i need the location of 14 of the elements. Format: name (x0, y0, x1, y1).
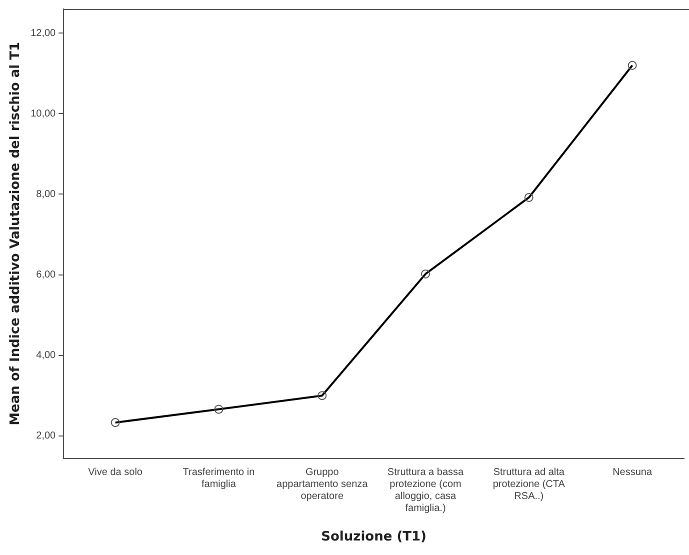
y-tick-label: 2,00 (36, 430, 56, 442)
y-tick-label: 4,00 (36, 350, 56, 362)
y-tick-label: 12,00 (30, 28, 56, 39)
x-tick-label: Struttura a bassa protezione (com alloggio, casa famiglia.) (387, 467, 464, 514)
x-axis-title: Soluzione (T1) (321, 530, 426, 545)
y-tick-label: 10,00 (30, 108, 56, 120)
x-tick-label: Nessuna (612, 467, 652, 478)
x-tick-label: Vive da solo (88, 467, 143, 478)
y-tick-label: 6,00 (36, 270, 56, 281)
x-tick-label: Trasferimento in famiglia (182, 467, 255, 490)
y-tick-label: 8,00 (36, 188, 56, 200)
x-tick-label: Gruppo appartamento senza operatore (276, 467, 368, 502)
y-axis-title: Mean of Indice additivo Valutazione del rischio al T1 (8, 42, 24, 426)
x-tick-label: Struttura ad alta protezione (CTA RSA..) (492, 467, 566, 502)
